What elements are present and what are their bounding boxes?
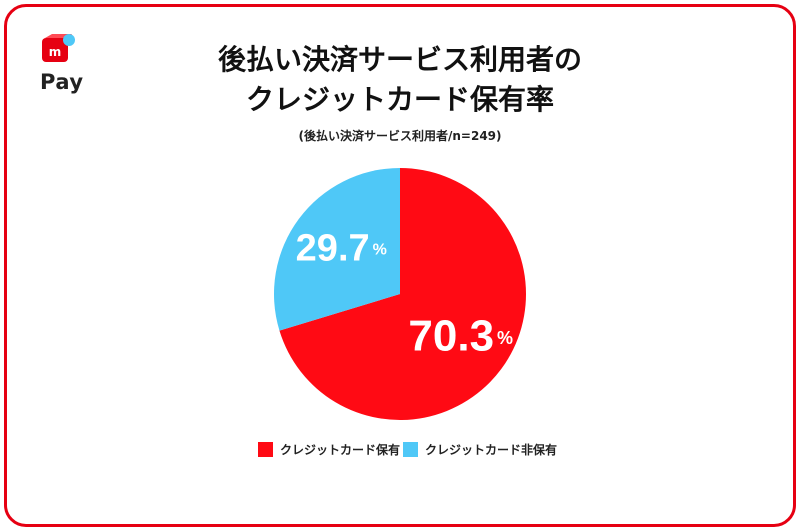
- chart-subtitle: (後払い決済サービス利用者/n=249): [298, 129, 502, 143]
- logo-text: Pay: [40, 70, 84, 94]
- svg-text:m: m: [49, 45, 62, 59]
- legend-item-owner: クレジットカード保有: [258, 441, 400, 458]
- title-line-2: クレジットカード保有率: [245, 83, 554, 116]
- legend-label-non-owner: クレジットカード非保有: [425, 443, 558, 457]
- legend-label-owner: クレジットカード保有: [280, 443, 401, 457]
- merpay-box-icon: m: [42, 34, 75, 62]
- chart-title: 後払い決済サービス利用者の クレジットカード保有率: [150, 40, 650, 120]
- legend-item-non-owner: クレジットカード非保有: [403, 441, 557, 458]
- merpay-logo: m Pay: [40, 34, 88, 96]
- pie-slice-owner: [279, 168, 526, 421]
- title-line-1: 後払い決済サービス利用者の: [217, 43, 582, 76]
- pie-slice-non-owner: [274, 168, 400, 331]
- legend-swatch-non-owner: [403, 442, 418, 457]
- legend-swatch-owner: [258, 442, 273, 457]
- legend: クレジットカード保有 クレジットカード非保有: [0, 441, 800, 461]
